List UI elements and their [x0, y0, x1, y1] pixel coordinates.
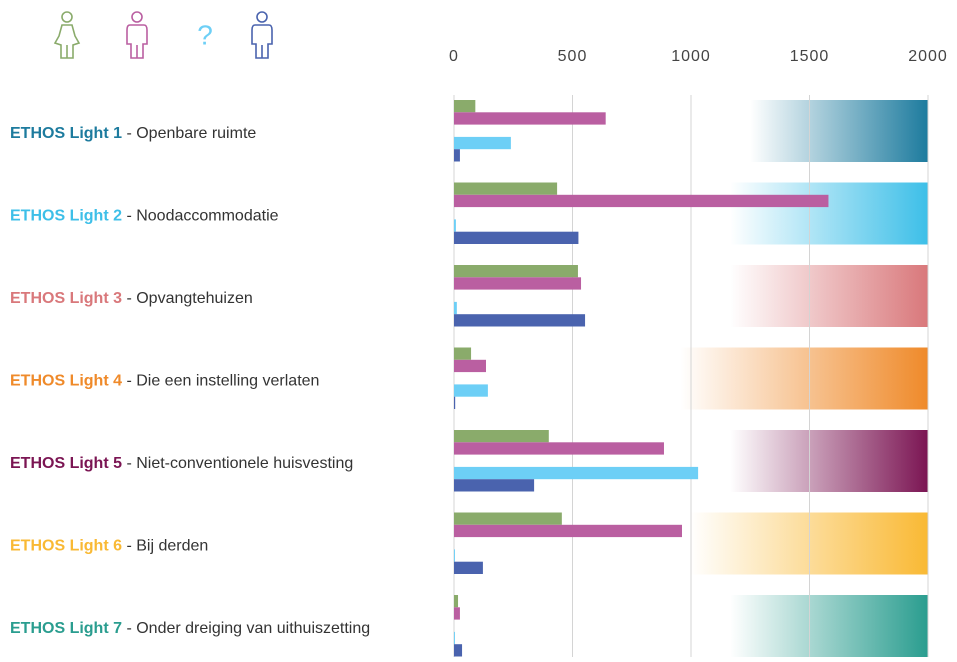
x-tick-label: 0 — [449, 48, 459, 65]
category-code: ETHOS Light 5 — [10, 455, 122, 472]
category-label: ETHOS Light 6 - Bij derden — [10, 538, 208, 555]
category-separator: - — [122, 538, 136, 555]
bar — [454, 466, 699, 480]
bar — [454, 112, 606, 125]
bar — [454, 194, 829, 208]
category-separator: - — [122, 455, 136, 472]
category-label: ETHOS Light 7 - Onder dreiging van uithu… — [10, 620, 370, 637]
legend-icon — [251, 11, 273, 59]
bar — [454, 136, 511, 150]
gradient-band — [730, 182, 928, 245]
category-code: ETHOS Light 6 — [10, 538, 122, 555]
x-tick-label: 1500 — [790, 48, 830, 65]
category-separator: - — [122, 373, 136, 390]
x-tick-label: 2000 — [908, 48, 948, 65]
bar — [454, 100, 476, 113]
category-description: Onder dreiging van uithuiszetting — [136, 620, 370, 637]
bar — [454, 231, 579, 244]
bar — [454, 219, 456, 232]
category-label: ETHOS Light 4 - Die een instelling verla… — [10, 373, 319, 390]
category-code: ETHOS Light 7 — [10, 620, 122, 637]
bar — [454, 561, 483, 574]
category-description: Bij derden — [136, 538, 208, 555]
legend-icon — [53, 11, 81, 59]
bar — [454, 182, 558, 195]
category-separator: - — [122, 125, 136, 142]
bar — [454, 301, 457, 315]
category-code: ETHOS Light 3 — [10, 290, 122, 307]
bar — [454, 149, 460, 162]
gradient-band — [730, 265, 928, 327]
category-description: Openbare ruimte — [136, 125, 256, 142]
category-description: Niet-conventionele huisvesting — [136, 455, 353, 472]
bar — [454, 607, 460, 620]
gradient-band — [730, 430, 928, 492]
bar — [454, 442, 664, 455]
category-description: Opvangtehuizen — [136, 290, 253, 307]
legend-label: ? — [197, 19, 213, 50]
category-label: ETHOS Light 3 - Opvangtehuizen — [10, 290, 253, 307]
bar — [454, 524, 682, 538]
bar — [454, 549, 455, 562]
category-separator: - — [122, 208, 136, 225]
category-description: Noodaccommodatie — [136, 208, 278, 225]
category-label: ETHOS Light 1 - Openbare ruimte — [10, 125, 256, 142]
bar — [454, 595, 459, 608]
bar — [454, 512, 562, 525]
x-tick-label: 500 — [558, 48, 588, 65]
category-separator: - — [122, 290, 136, 307]
category-description: Die een instelling verlaten — [136, 373, 319, 390]
bar — [454, 277, 582, 290]
gradient-band — [730, 595, 928, 657]
bar — [454, 359, 486, 373]
category-code: ETHOS Light 4 — [10, 373, 122, 390]
gradient-band — [680, 347, 928, 410]
category-label: ETHOS Light 2 - Noodaccommodatie — [10, 208, 279, 225]
bar — [454, 384, 488, 397]
bar — [454, 265, 578, 278]
category-code: ETHOS Light 2 — [10, 208, 122, 225]
category-separator: - — [122, 620, 136, 637]
legend-icon — [126, 11, 148, 59]
x-tick-label: 1000 — [671, 48, 711, 65]
bar — [454, 347, 472, 360]
bar — [454, 631, 455, 645]
category-code: ETHOS Light 1 — [10, 125, 122, 142]
bar — [454, 644, 463, 657]
bar — [454, 314, 586, 327]
bar — [454, 479, 535, 492]
category-label: ETHOS Light 5 - Niet-conventionele huisv… — [10, 455, 353, 472]
gradient-band — [750, 100, 928, 162]
bar — [454, 396, 456, 409]
bar — [454, 430, 549, 443]
